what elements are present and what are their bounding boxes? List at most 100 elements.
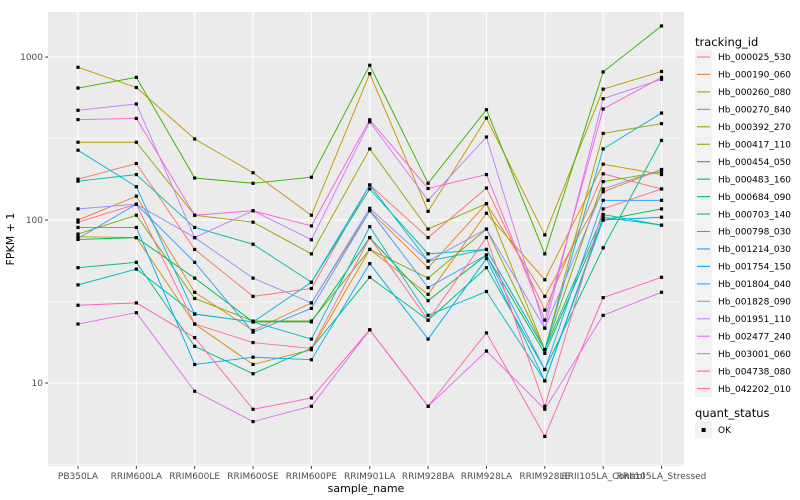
data-point [134, 116, 138, 121]
data-point [368, 147, 372, 151]
data-point [309, 337, 313, 341]
data-point [193, 322, 197, 326]
data-point [309, 306, 313, 310]
legend-label: Hb_000703_140 [718, 210, 791, 220]
data-point [368, 262, 372, 266]
legend-tracking-id: Hb_000025_530 Hb_000190_060 Hb_000260_080 H… [695, 48, 791, 398]
data-point [309, 252, 313, 256]
data-point [251, 407, 255, 411]
data-point [309, 346, 313, 351]
data-point [601, 131, 605, 135]
data-point [659, 69, 664, 74]
data-point [193, 276, 197, 280]
data-point [601, 190, 605, 194]
data-point [543, 404, 547, 408]
data-point [309, 301, 313, 305]
data-point [484, 331, 489, 335]
data-point [484, 186, 489, 190]
data-point [659, 275, 664, 279]
data-point [134, 267, 138, 271]
data-point [134, 260, 138, 264]
legend-label: Hb_002477_240 [718, 332, 791, 342]
data-point [426, 276, 430, 280]
data-point [76, 140, 80, 144]
data-point [659, 207, 664, 211]
data-point [543, 278, 547, 282]
data-point [601, 70, 605, 74]
x-tick-label: RRIM600LE [169, 472, 220, 482]
data-point [426, 186, 430, 191]
data-point [659, 24, 664, 28]
data-point [134, 102, 138, 106]
data-point [134, 202, 138, 206]
data-point [543, 434, 547, 439]
data-point [134, 225, 138, 230]
legend-label: Hb_001804_040 [718, 280, 791, 290]
data-point [484, 108, 489, 112]
data-point [76, 86, 80, 90]
data-point [426, 292, 430, 296]
data-point [601, 97, 605, 101]
data-point [484, 256, 489, 261]
data-point [251, 294, 255, 298]
data-point [193, 137, 197, 141]
data-point [426, 285, 430, 290]
data-point [601, 187, 605, 191]
data-point [251, 419, 255, 424]
data-point [426, 318, 430, 322]
data-point [368, 328, 372, 332]
data-point [484, 266, 489, 270]
data-point [134, 172, 138, 177]
data-point [543, 233, 547, 237]
data-point [76, 235, 80, 239]
legend-label: Hb_001754_150 [718, 263, 791, 273]
data-point [659, 223, 664, 227]
data-point [368, 72, 372, 76]
data-point [601, 246, 605, 250]
data-point [76, 303, 80, 307]
data-point [368, 206, 372, 210]
y-axis-title: FPKM + 1 [4, 213, 17, 266]
data-point [134, 213, 138, 217]
x-tick-label: RRIM928BA [402, 472, 455, 482]
data-point [484, 172, 489, 177]
x-tick-label: RRIM928LE [519, 472, 570, 482]
data-point [543, 379, 547, 383]
data-point [193, 213, 197, 217]
data-point [659, 198, 664, 202]
data-point [368, 63, 372, 67]
data-point [76, 220, 80, 224]
data-point [251, 362, 255, 367]
data-point [193, 344, 197, 348]
data-point [76, 266, 80, 270]
data-point [193, 235, 197, 240]
legend-label: Hb_000025_530 [718, 53, 791, 63]
data-point [543, 252, 547, 256]
data-point [368, 247, 372, 252]
data-point [309, 320, 313, 324]
data-point [426, 235, 430, 240]
data-point [484, 135, 489, 139]
data-point [543, 318, 547, 322]
data-point [309, 396, 313, 400]
data-point [193, 312, 197, 316]
data-point [601, 180, 605, 184]
legend-label: Hb_000417_110 [718, 140, 791, 150]
data-point [309, 358, 313, 362]
data-point [251, 372, 255, 376]
data-point [193, 290, 197, 294]
x-axis-title: sample_name [328, 482, 405, 495]
data-point [309, 404, 313, 408]
x-tick-label: RRII105LA_Control [561, 472, 644, 482]
data-point [543, 326, 547, 330]
legend-label: Hb_003001_060 [718, 350, 791, 360]
data-point [484, 253, 489, 257]
data-point [601, 162, 605, 166]
data-point [193, 335, 197, 340]
data-point [309, 175, 313, 179]
data-point [659, 187, 664, 191]
data-point [601, 87, 605, 91]
data-point [659, 77, 664, 81]
data-point [134, 140, 138, 144]
